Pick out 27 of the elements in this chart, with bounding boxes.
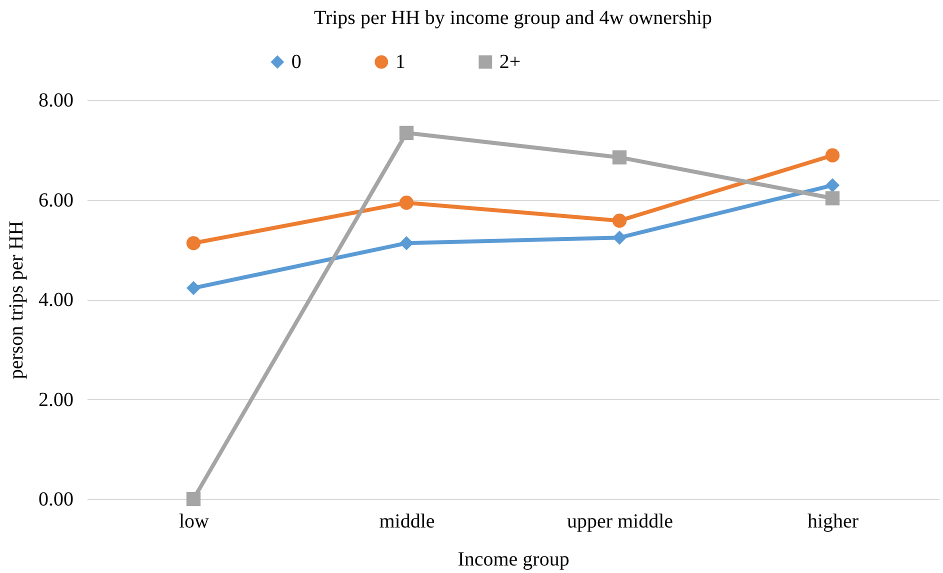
point [399, 196, 414, 210]
y-axis-title: person trips per HH [6, 220, 28, 380]
point [399, 126, 414, 140]
x-tick-label: low [179, 510, 210, 532]
x-tick-label: higher [807, 510, 859, 532]
y-tick-label: 0.00 [38, 488, 74, 510]
legend-label: 0 [291, 51, 302, 73]
point [825, 178, 840, 192]
chart-title: Trips per HH by income group and 4w ownership [314, 7, 712, 29]
y-tick-label: 2.00 [38, 388, 74, 411]
x-tick-label: upper middle [566, 510, 674, 532]
y-tick-label: 4.00 [38, 289, 74, 311]
x-tick-label: middle [379, 510, 435, 532]
x-axis-title: Income group [458, 548, 570, 570]
y-tick-label: 6.00 [38, 189, 74, 212]
point [825, 191, 840, 206]
point [186, 280, 201, 296]
legend-label: 1 [395, 51, 406, 73]
point [186, 236, 201, 250]
point [612, 230, 627, 245]
point [612, 150, 627, 164]
point [399, 236, 414, 250]
point [825, 148, 840, 162]
legend-label: 2+ [499, 51, 521, 73]
point [612, 214, 627, 228]
y-tick-label: 8.00 [38, 90, 74, 112]
point [186, 492, 201, 506]
